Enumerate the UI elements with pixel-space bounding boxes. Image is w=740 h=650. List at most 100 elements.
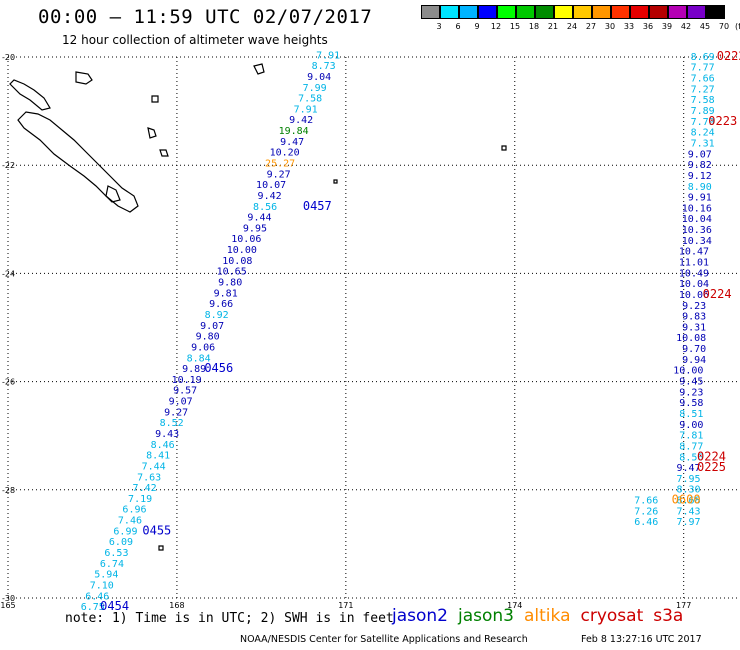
colorbar-swatch xyxy=(649,5,668,19)
pass-time-label: 0225 xyxy=(697,460,726,474)
swh-value-label: 7.81 xyxy=(679,431,703,442)
note-text: note: 1) Time is in UTC; 2) SWH is in fe… xyxy=(65,611,394,626)
swh-value-label: 9.23 xyxy=(682,301,706,312)
island-5 xyxy=(151,95,159,103)
colorbar-label: 70 xyxy=(718,22,730,31)
colorbar-swatch xyxy=(611,5,630,19)
swh-value-label: 6.53 xyxy=(104,548,128,559)
legend-item-jason3: jason3 xyxy=(458,606,514,626)
swh-value-label: 9.27 xyxy=(267,169,291,180)
swh-value-label: 8.41 xyxy=(146,451,170,462)
swh-value-label: 8.68 xyxy=(676,496,700,507)
swh-value-label: 9.95 xyxy=(243,223,267,234)
swh-value-label: 10.16 xyxy=(682,203,712,214)
swh-value-label: 8.77 xyxy=(679,441,703,452)
swh-value-label: 7.42 xyxy=(133,483,157,494)
legend-item-cryosat: cryosat xyxy=(580,606,644,626)
swh-value-label: 6.96 xyxy=(122,505,146,516)
coastline-shapes xyxy=(9,63,507,551)
swh-value-label: 8.56 xyxy=(679,452,703,463)
pass-time-label: 0224 xyxy=(703,287,732,301)
swh-value-label: 10.47 xyxy=(679,247,709,258)
swh-value-label: 7.91 xyxy=(316,50,340,61)
y-tick-label: -28 xyxy=(2,486,15,495)
swh-value-label: 9.12 xyxy=(688,171,712,182)
x-tick-label: 177 xyxy=(676,601,691,610)
swh-value-label: 7.27 xyxy=(691,84,715,95)
swh-value-label: 8.69 xyxy=(691,52,715,63)
swh-value-label: 9.00 xyxy=(679,420,703,431)
swh-value-label: 7.58 xyxy=(298,94,322,105)
swh-value-label: 9.07 xyxy=(200,321,224,332)
swh-value-label: 11.01 xyxy=(679,257,709,268)
pass-time-label: 0455 xyxy=(142,523,171,537)
legend-item-altika: altika xyxy=(524,606,571,626)
pass-time-label: 0222 xyxy=(717,49,740,63)
y-tick-label: -20 xyxy=(2,53,15,62)
pass-time-label: 0223 xyxy=(708,114,737,128)
colorbar-label: 30 xyxy=(604,22,616,31)
y-tick-label: -24 xyxy=(2,269,15,278)
colorbar-label: 24 xyxy=(566,22,578,31)
swh-value-label: 8.24 xyxy=(691,128,715,139)
loyalty-islands xyxy=(75,71,93,85)
swh-value-label: 8.73 xyxy=(312,61,336,72)
pass-time-label: 0454 xyxy=(100,599,129,613)
new-caledonia-coast xyxy=(17,111,139,213)
swh-value-label: 8.52 xyxy=(160,418,184,429)
colorbar-unit: (ft) xyxy=(734,22,740,31)
colorbar-swatch xyxy=(516,5,535,19)
swh-value-label: 9.47 xyxy=(676,463,700,474)
satellite-legend: jason2 jason3 altika cryosat s3a xyxy=(392,606,693,626)
swh-value-label: 10.08 xyxy=(222,256,252,267)
swh-value-label: 10.07 xyxy=(256,180,286,191)
colorbar-label: 39 xyxy=(661,22,673,31)
swh-value-label: 9.31 xyxy=(682,322,706,333)
swh-value-label: 10.08 xyxy=(676,333,706,344)
swh-value-label: 7.44 xyxy=(142,461,166,472)
colorbar-label: 6 xyxy=(455,22,461,31)
swh-value-label: 7.66 xyxy=(691,74,715,85)
swh-value-label: 9.58 xyxy=(679,398,703,409)
colorbar-swatch xyxy=(421,5,440,19)
colorbar-label: 27 xyxy=(585,22,597,31)
colorbar-label: 36 xyxy=(642,22,654,31)
swh-value-label: 10.04 xyxy=(679,279,709,290)
colorbar-swatch xyxy=(668,5,687,19)
pass-time-label: 0457 xyxy=(303,199,332,213)
swh-value-label: 7.77 xyxy=(691,63,715,74)
colorbar-label: 33 xyxy=(623,22,635,31)
swh-value-label: 10.06 xyxy=(231,234,261,245)
y-tick-label: -26 xyxy=(2,378,15,387)
swh-value-label: 9.42 xyxy=(258,191,282,202)
colorbar-label: 21 xyxy=(547,22,559,31)
swh-value-label: 9.07 xyxy=(169,397,193,408)
swh-value-label: 5.94 xyxy=(94,570,118,581)
colorbar-label: 12 xyxy=(490,22,502,31)
swh-value-label: 7.79 xyxy=(691,117,715,128)
swh-data-labels: 7.918.739.047.997.587.919.4219.849.4710.… xyxy=(81,50,715,613)
legend-item-jason2: jason2 xyxy=(392,606,448,626)
swh-value-label: 9.89 xyxy=(182,364,206,375)
swh-value-label: 9.57 xyxy=(173,386,197,397)
swh-value-label: 7.95 xyxy=(676,474,700,485)
swh-value-label: 9.44 xyxy=(247,213,271,224)
swh-value-label: 7.19 xyxy=(128,494,152,505)
swh-value-label: 7.46 xyxy=(118,516,142,527)
swh-value-label: 9.82 xyxy=(688,160,712,171)
swh-value-label: 9.07 xyxy=(688,149,712,160)
axis-tick-labels: 165 168 171 174 177 -20 -22 -24 -26 -28 -30 xyxy=(0,53,691,610)
swh-value-label: 7.97 xyxy=(676,517,700,528)
island-1 xyxy=(105,185,121,203)
island-4 xyxy=(253,63,265,75)
swh-value-label: 7.26 xyxy=(634,506,658,517)
colorbar-swatch xyxy=(478,5,497,19)
colorbar-swatch xyxy=(706,5,725,19)
pass-time-label: 0224 xyxy=(697,449,726,463)
swh-value-label: 8.46 xyxy=(151,440,175,451)
pass-time-label: 0600 xyxy=(672,493,701,507)
island-8 xyxy=(158,545,164,551)
swh-value-label: 9.42 xyxy=(289,115,313,126)
island-2 xyxy=(147,127,157,139)
swh-value-label: 6.09 xyxy=(109,537,133,548)
